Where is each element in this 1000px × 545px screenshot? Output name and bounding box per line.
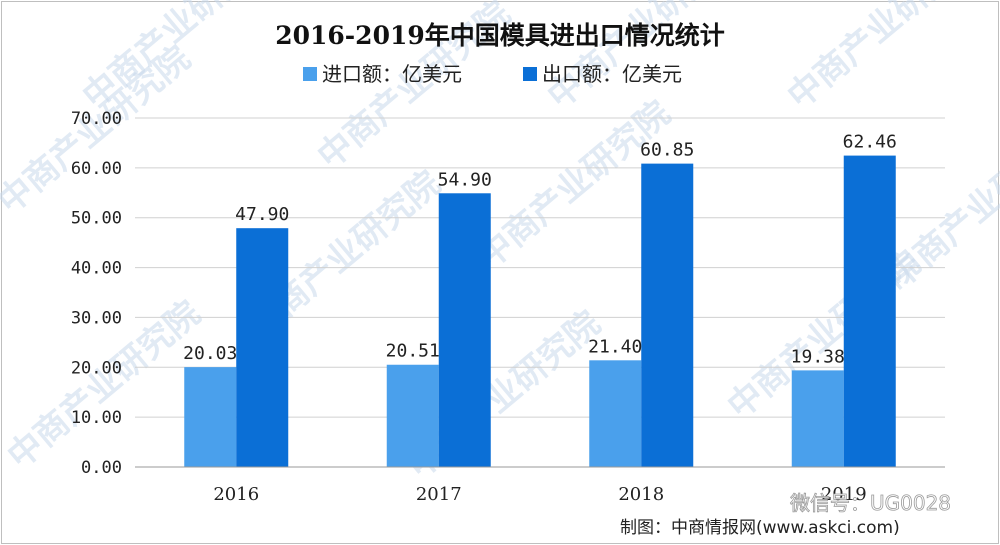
data-label: 47.90	[235, 204, 289, 225]
legend-swatch-export	[523, 67, 537, 81]
y-tick-label: 60.00	[71, 159, 122, 179]
bar-export-2017	[438, 193, 491, 467]
x-tick-label: 2017	[416, 484, 462, 505]
bar-import-2016	[184, 367, 237, 467]
data-label: 20.03	[183, 343, 237, 364]
wechat-id: 微信号：UG0028	[790, 491, 951, 515]
data-label: 20.51	[386, 341, 440, 362]
data-label: 19.38	[791, 346, 845, 367]
y-tick-label: 20.00	[71, 358, 122, 378]
legend-label-export: 出口额：亿美元	[542, 62, 682, 86]
bars	[184, 155, 896, 467]
x-tick-label: 2019	[821, 484, 867, 505]
y-tick-label: 30.00	[71, 308, 122, 328]
y-tick-label: 50.00	[71, 209, 122, 229]
y-tick-label: 0.00	[81, 458, 122, 478]
bar-import-2019	[791, 370, 844, 467]
data-label: 60.85	[640, 140, 694, 161]
data-label: 21.40	[588, 336, 642, 357]
y-tick-label: 10.00	[71, 408, 122, 428]
y-tick-label: 70.00	[71, 109, 122, 129]
data-labels: 20.03 47.90 20.51 54.90 21.40 60.85 19.38 62.46	[183, 132, 897, 368]
legend-swatch-import	[303, 67, 317, 81]
bar-import-2018	[589, 360, 642, 467]
legend: 进口额：亿美元 出口额：亿美元	[303, 62, 682, 86]
bar-export-2019	[843, 155, 896, 467]
x-tick-label: 2018	[618, 484, 664, 505]
y-tick-label: 40.00	[71, 259, 122, 279]
x-axis-ticks: 2016 2017 2018 2019	[213, 484, 866, 505]
y-axis-ticks: 0.00 10.00 20.00 30.00 40.00 50.00 60.00 70.00	[71, 109, 122, 478]
bar-export-2016	[236, 228, 289, 467]
watermark-text: 中商产业研究院	[780, 0, 988, 117]
bar-import-2017	[386, 364, 439, 467]
x-tick-label: 2016	[213, 484, 259, 505]
legend-label-import: 进口额：亿美元	[322, 62, 462, 86]
chart-title: 2016-2019年中国模具进出口情况统计	[275, 21, 725, 50]
watermark-text: 中商产业研究院	[880, 113, 1000, 297]
data-label: 54.90	[438, 169, 492, 190]
data-label: 62.46	[843, 132, 897, 153]
credit-line: 制图：中商情报网(www.askci.com)	[620, 518, 900, 538]
bar-export-2018	[641, 163, 694, 467]
